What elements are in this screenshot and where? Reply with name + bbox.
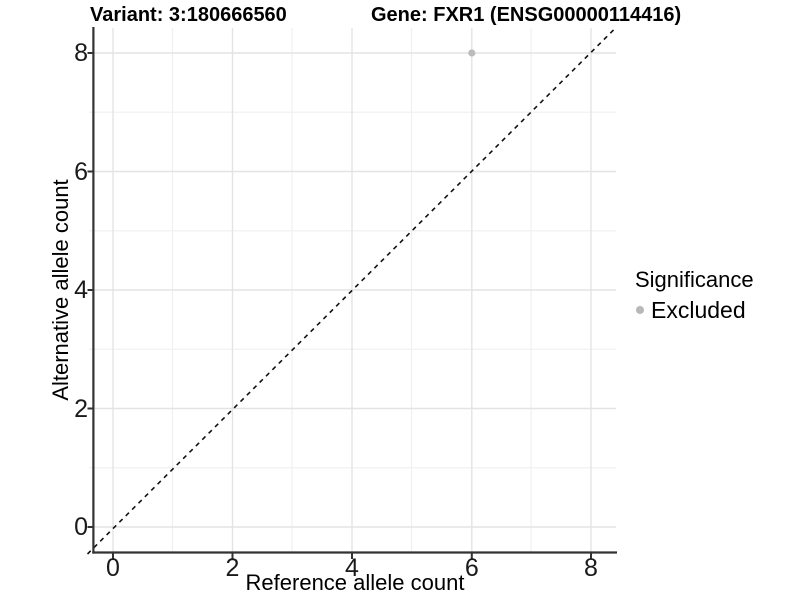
y-tick-label: 2 (74, 394, 88, 423)
legend-item-label: Excluded (651, 297, 746, 323)
y-tick-label: 0 (74, 513, 88, 541)
axis-tick-marks (87, 52, 592, 559)
plot-title-gene: Gene: FXR1 (ENSG00000114416) (371, 4, 682, 26)
x-tick-label: 2 (225, 554, 240, 582)
y-axis-title: Alternative allele count (48, 179, 73, 401)
y-tick-label: 8 (74, 39, 88, 67)
y-tick-label: 6 (74, 157, 88, 186)
legend: Significance Excluded (635, 266, 754, 324)
y-tick-label: 4 (74, 276, 88, 304)
plot-title-variant: Variant: 3:180666560 (90, 4, 287, 26)
legend-title: Significance (635, 267, 754, 292)
identity-line (86, 26, 617, 555)
x-tick-label: 8 (584, 554, 598, 582)
legend-point-icon (636, 306, 644, 314)
legend-item-excluded: Excluded (635, 296, 754, 324)
x-tick-label: 4 (345, 554, 359, 582)
x-tick-label: 0 (106, 554, 120, 582)
x-tick-label: 6 (464, 554, 479, 582)
x-axis-title: Reference allele count (245, 570, 465, 595)
axis-lines (92, 27, 617, 554)
gridlines-major (89, 28, 616, 553)
data-point (468, 49, 476, 57)
